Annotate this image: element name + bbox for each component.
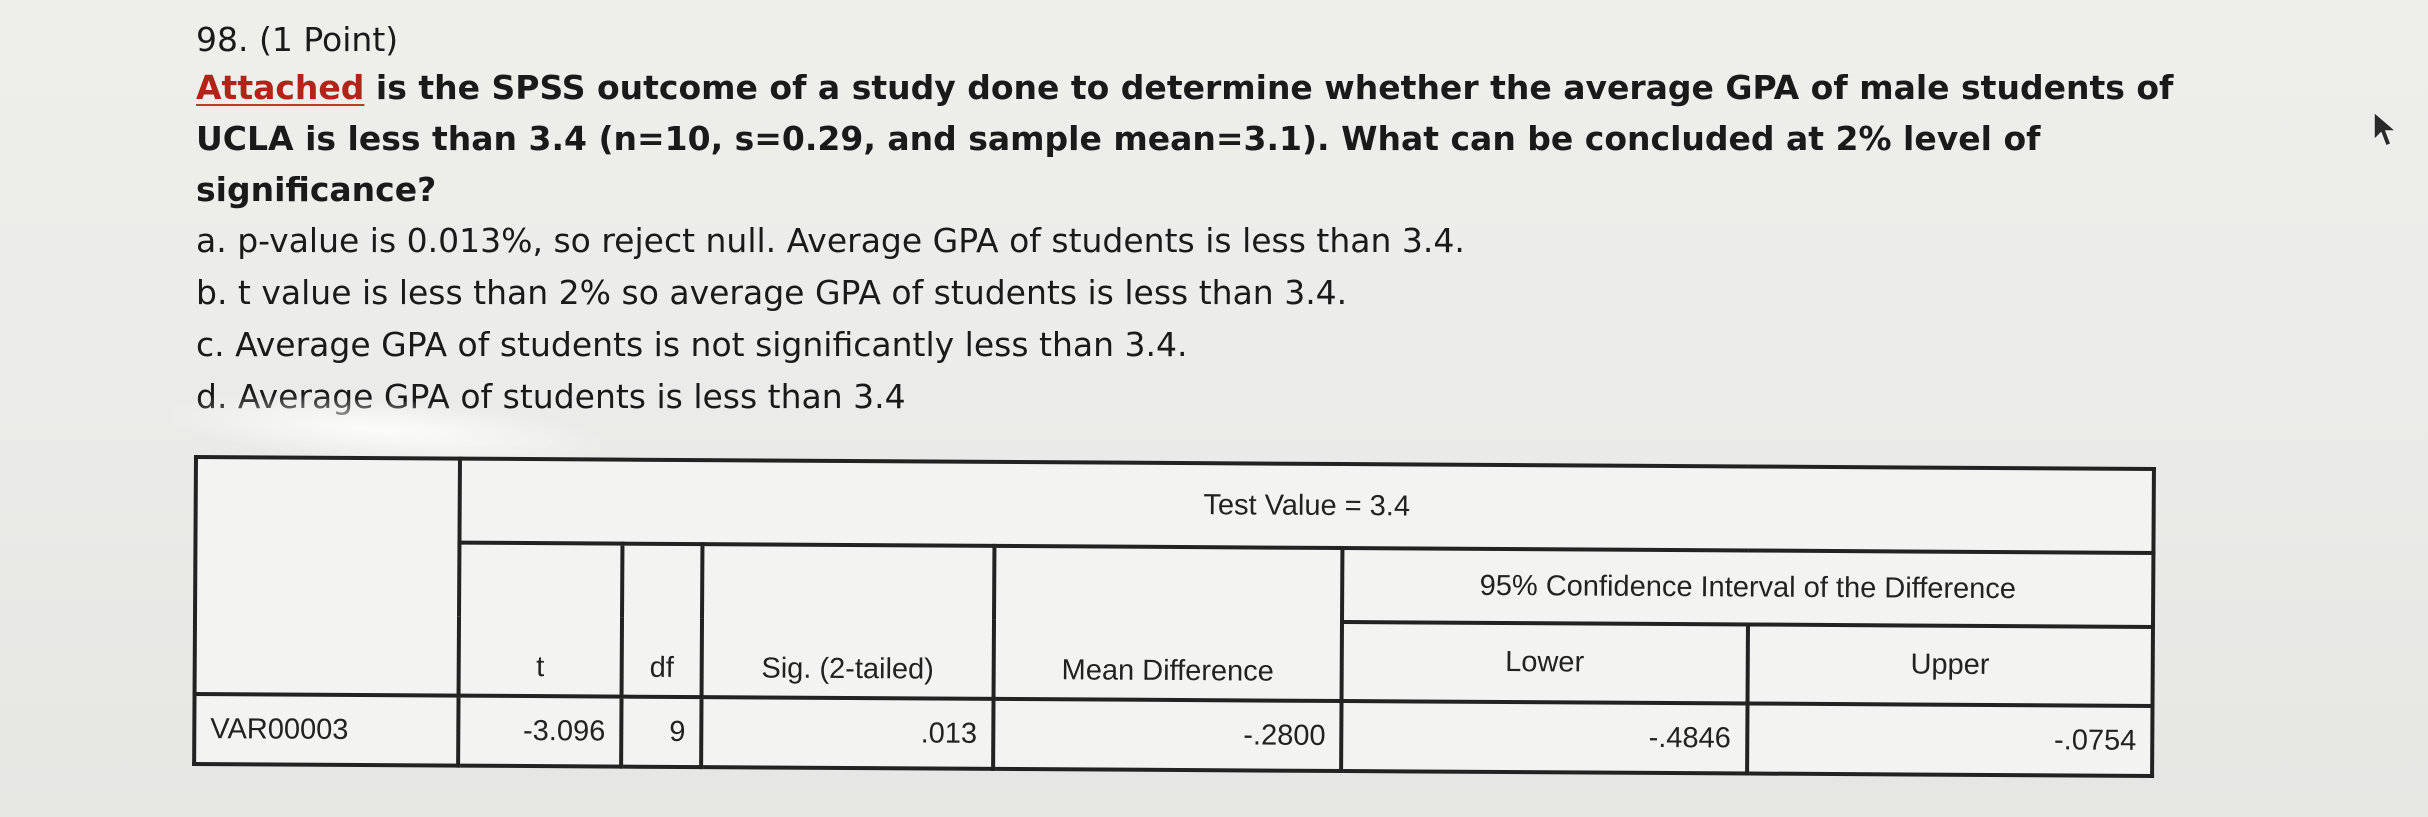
col-header-t: t xyxy=(458,542,623,697)
mouse-pointer-icon xyxy=(2373,110,2399,147)
col-header-df: df xyxy=(621,543,703,698)
question-stem-text: is the SPSS outcome of a study done to d… xyxy=(196,68,2174,209)
option-b[interactable]: b. t value is less than 2% so average GP… xyxy=(196,273,1348,312)
question-number: 98. (1 Point) xyxy=(196,20,399,59)
cell-t-value: -3.096 xyxy=(458,695,622,767)
cell-lower-value: -.4846 xyxy=(1341,701,1748,774)
question-stem: Attached is the SPSS outcome of a study … xyxy=(196,62,2246,215)
table-header-row-ci: t df Sig. (2-tailed) Mean Difference 95%… xyxy=(195,541,2154,702)
table-row: VAR00003 -3.096 9 .013 -.2800 -.4846 -.0… xyxy=(194,694,2153,776)
cell-sig-value: .013 xyxy=(701,697,994,769)
col-header-mean-diff: Mean Difference xyxy=(993,545,1343,702)
answer-options: a. p-value is 0.013%, so reject null. Av… xyxy=(196,215,2246,423)
attached-link[interactable]: Attached xyxy=(196,68,365,107)
cell-upper-value: -.0754 xyxy=(1746,703,2153,776)
cell-df-value: 9 xyxy=(621,696,702,768)
cell-mean-diff-value: -.2800 xyxy=(992,698,1342,772)
option-a[interactable]: a. p-value is 0.013%, so reject null. Av… xyxy=(196,221,1465,260)
row-variable-name: VAR00003 xyxy=(194,694,459,766)
col-header-lower: Lower xyxy=(1341,622,1748,704)
table-corner-cell xyxy=(194,457,460,696)
table-header-row-test-value: Test Value = 3.4 xyxy=(194,457,2154,696)
test-value-header: Test Value = 3.4 xyxy=(459,458,2154,553)
col-header-upper: Upper xyxy=(1747,624,2153,706)
option-c[interactable]: c. Average GPA of students is not signif… xyxy=(196,325,1188,364)
question-block: 98. (1 Point) Attached is the SPSS outco… xyxy=(196,18,2246,423)
col-header-sig: Sig. (2-tailed) xyxy=(701,544,995,699)
spss-one-sample-test-table: Test Value = 3.4 t df Sig. (2-tailed) Me… xyxy=(192,455,2156,778)
ci-header: 95% Confidence Interval of the Differenc… xyxy=(1342,548,2154,627)
